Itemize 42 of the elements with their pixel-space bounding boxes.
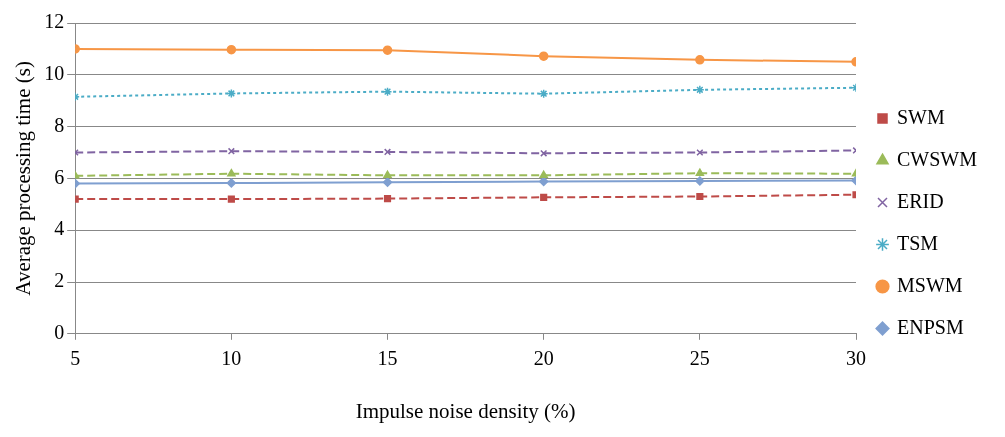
legend-label: ENPSM xyxy=(897,315,964,338)
x-tick-label: 5 xyxy=(70,347,81,370)
x-tick-label: 10 xyxy=(221,347,242,370)
point xyxy=(539,170,548,179)
point xyxy=(227,195,235,203)
point xyxy=(695,176,705,186)
legend-label: MSWM xyxy=(897,273,963,296)
x-tick-label: 20 xyxy=(533,347,554,370)
point xyxy=(383,195,392,203)
y-tick-label: 12 xyxy=(44,10,65,33)
y-tick-label: 2 xyxy=(54,269,65,292)
point xyxy=(383,170,392,179)
point xyxy=(226,88,237,99)
x-tick-label: 25 xyxy=(689,347,710,370)
point xyxy=(226,44,237,55)
point xyxy=(538,51,549,61)
point xyxy=(382,86,393,97)
point xyxy=(695,55,705,65)
point xyxy=(382,45,393,55)
y-tick-label: 6 xyxy=(54,165,65,188)
point xyxy=(383,148,392,156)
legend-label: ERID xyxy=(897,189,944,212)
legend-label: SWM xyxy=(897,105,945,128)
point xyxy=(695,85,705,95)
point xyxy=(538,88,549,99)
y-tick-label: 8 xyxy=(54,113,65,136)
point xyxy=(227,168,236,177)
y-tick-label: 10 xyxy=(44,62,65,85)
y-tick-label: 4 xyxy=(54,217,65,240)
point xyxy=(382,177,393,188)
x-axis-title: Impulse noise density (%) xyxy=(355,398,576,423)
point xyxy=(540,149,548,157)
legend-label: TSM xyxy=(897,231,939,254)
point xyxy=(226,178,237,188)
legend-label: CWSWM xyxy=(897,147,978,170)
y-tick-label: 0 xyxy=(54,321,65,344)
x-tick-label: 30 xyxy=(846,347,866,370)
point xyxy=(696,192,704,201)
x-tick-label: 15 xyxy=(377,347,398,370)
y-axis-title: Average processing time (s) xyxy=(11,61,36,296)
point xyxy=(540,193,548,201)
point xyxy=(695,168,705,176)
